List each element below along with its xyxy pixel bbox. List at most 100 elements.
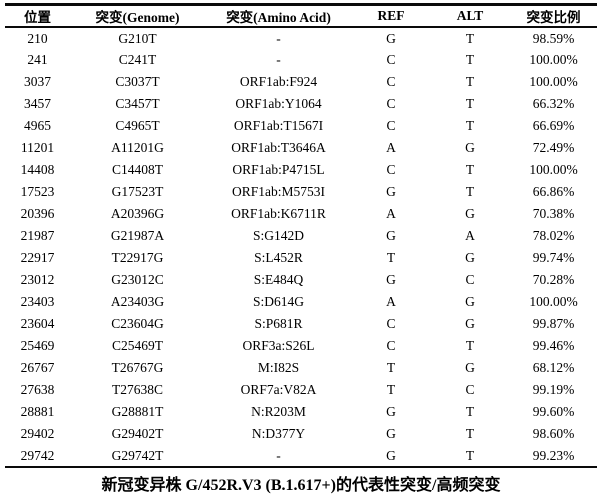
table-cell: C <box>386 338 396 353</box>
table-cell: 26767 <box>20 360 55 375</box>
table-cell: 99.74% <box>532 250 575 265</box>
table-cell: C4965T <box>115 118 160 133</box>
table-cell: T27638C <box>111 382 163 397</box>
table-cell: C3457T <box>115 96 160 111</box>
table-cell: T <box>465 52 475 67</box>
table-cell: G17523T <box>111 184 164 199</box>
table-cell: ORF1ab:M5753I <box>231 184 325 199</box>
mutation-table: 位置 突变(Genome) 突变(Amino Acid) REF ALT 突变比… <box>5 3 597 468</box>
table-cell: C <box>386 118 396 133</box>
table-cell: G <box>386 184 396 199</box>
table-cell: S:P681R <box>254 316 303 331</box>
table-cell: 99.19% <box>532 382 575 397</box>
table-cell: 100.00% <box>529 294 578 309</box>
table-cell: C <box>465 272 475 287</box>
table-cell: 27638 <box>20 382 55 397</box>
table-cell: 70.28% <box>532 272 575 287</box>
table-cell: T <box>465 96 475 111</box>
table-row: 23403 A23403G S:D614G A G 100.00% <box>5 291 597 313</box>
table-cell: 29402 <box>20 426 55 441</box>
table-cell: ORF3a:S26L <box>242 338 315 353</box>
table-cell: S:L452R <box>254 250 303 265</box>
table-cell: G <box>386 30 396 46</box>
table-cell: 23012 <box>20 272 55 287</box>
table-cell: 210 <box>27 30 48 46</box>
table-cell: 100.00% <box>529 162 578 177</box>
table-cell: C <box>386 74 396 89</box>
table-cell: A <box>465 228 475 243</box>
table-cell: 99.87% <box>532 316 575 331</box>
table-cell: 78.02% <box>532 228 575 243</box>
table-row: 11201 A11201G ORF1ab:T3646A A G 72.49% <box>5 137 597 159</box>
table-cell: 14408 <box>20 162 55 177</box>
table-cell: N:D377Y <box>251 426 306 441</box>
table-cell: C <box>386 96 396 111</box>
column-header-amino-acid: 突变(Amino Acid) <box>226 10 331 25</box>
table-row: 17523 G17523T ORF1ab:M5753I G T 66.86% <box>5 181 597 203</box>
table-cell: T <box>465 426 475 441</box>
table-cell: G <box>386 426 396 441</box>
table-cell: G <box>465 206 475 221</box>
table-cell: C <box>386 316 396 331</box>
table-cell: A23403G <box>110 294 165 309</box>
table-cell: 66.86% <box>532 184 575 199</box>
column-header-genome: 突变(Genome) <box>95 10 180 25</box>
table-cell: C241T <box>118 52 157 67</box>
table-cell: S:G142D <box>252 228 304 243</box>
table-cell: T <box>465 118 475 133</box>
table-cell: 70.38% <box>532 206 575 221</box>
table-cell: T <box>465 74 475 89</box>
table-cell: G23012C <box>111 272 164 287</box>
table-cell: G <box>386 404 396 419</box>
table-cell: 72.49% <box>532 140 575 155</box>
table-cell: T22917G <box>111 250 164 265</box>
table-cell: 4965 <box>24 118 51 133</box>
table-cell: 25469 <box>20 338 55 353</box>
table-cell: T <box>386 250 396 265</box>
column-header-ref: REF <box>377 8 405 23</box>
table-cell: S:D614G <box>252 294 304 309</box>
table-cell: 23604 <box>20 316 55 331</box>
table-cell: 11201 <box>20 140 55 155</box>
table-cell: C25469T <box>111 338 163 353</box>
table-cell: G21987A <box>110 228 165 243</box>
table-cell: 66.32% <box>532 96 575 111</box>
table-cell: - <box>276 52 281 67</box>
table-cell: S:E484Q <box>253 272 304 287</box>
table-cell: 17523 <box>20 184 55 199</box>
table-cell: C <box>386 52 396 67</box>
table-cell: ORF1ab:P4715L <box>232 162 325 177</box>
table-body: 210 G210T - G T 98.59% 241 C241T - C T 100.00% 3037 C… <box>5 27 597 467</box>
table-cell: C <box>465 382 475 397</box>
table-cell: G29402T <box>111 426 164 441</box>
table-row: 26767 T26767G M:I82S T G 68.12% <box>5 357 597 379</box>
table-cell: - <box>276 30 281 46</box>
column-header-position: 位置 <box>24 10 51 25</box>
table-cell: G <box>386 272 396 287</box>
table-row: 27638 T27638C ORF7a:V82A T C 99.19% <box>5 379 597 401</box>
table-row: 23012 G23012C S:E484Q G C 70.28% <box>5 269 597 291</box>
table-row: 241 C241T - C T 100.00% <box>5 49 597 71</box>
table-row: 14408 C14408T ORF1ab:P4715L C T 100.00% <box>5 159 597 181</box>
table-cell: T <box>465 162 475 177</box>
table-cell: 99.46% <box>532 338 575 353</box>
table-cell: T <box>386 360 396 375</box>
table-cell: - <box>276 447 281 463</box>
table-row: 3457 C3457T ORF1ab:Y1064 C T 66.32% <box>5 93 597 115</box>
table-cell: A20396G <box>110 206 165 221</box>
table-cell: N:R203M <box>251 404 306 419</box>
table-cell: G <box>465 250 475 265</box>
table-cell: ORF1ab:K6711R <box>231 206 326 221</box>
table-cell: G29742T <box>111 447 164 463</box>
table-cell: 68.12% <box>532 360 575 375</box>
table-cell: C3037T <box>115 74 160 89</box>
table-cell: 241 <box>27 52 48 67</box>
table-cell: 99.23% <box>532 447 575 463</box>
table-row: 29402 G29402T N:D377Y G T 98.60% <box>5 423 597 445</box>
table-row: 29742 G29742T - G T 99.23% <box>5 445 597 467</box>
table-row: 23604 C23604G S:P681R C G 99.87% <box>5 313 597 335</box>
table-row: 3037 C3037T ORF1ab:F924 C T 100.00% <box>5 71 597 93</box>
table-row: 28881 G28881T N:R203M G T 99.60% <box>5 401 597 423</box>
table-cell: 3457 <box>24 96 51 111</box>
